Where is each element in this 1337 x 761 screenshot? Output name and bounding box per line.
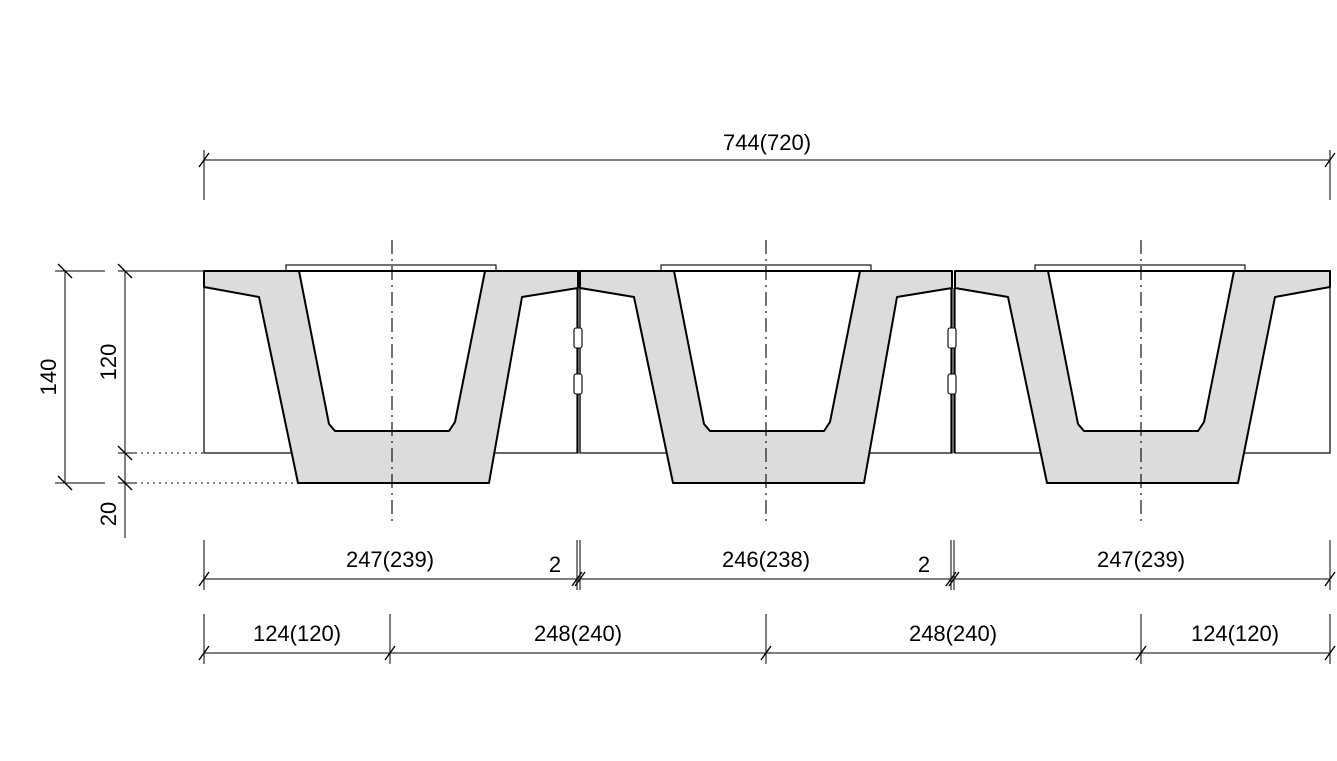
axis-spacing-label-1: 124(120) xyxy=(253,621,341,646)
axis-spacing-label-3: 248(240) xyxy=(909,621,997,646)
overall-width-dimension: 744(720) xyxy=(198,130,1336,200)
joint-1-shear-keys xyxy=(573,288,583,453)
height-upper-label: 120 xyxy=(96,344,121,381)
panel-outlines xyxy=(203,270,1331,454)
overall-width-label: 744(720) xyxy=(723,130,811,155)
panel-width-label-3: 247(239) xyxy=(1097,547,1185,572)
panel-width-label-1: 247(239) xyxy=(346,547,434,572)
trough-center-axes xyxy=(391,240,1142,522)
axis-spacing-label-4: 124(120) xyxy=(1191,621,1279,646)
axis-spacing-label-2: 248(240) xyxy=(534,621,622,646)
joint-gap-label-2: 2 xyxy=(918,552,930,577)
joint-2-shear-keys xyxy=(947,288,957,453)
panel-width-label-2: 246(238) xyxy=(722,547,810,572)
joint-gap-label-1: 2 xyxy=(549,552,561,577)
height-dimensions: 140 120 20 xyxy=(36,263,298,538)
panel-width-dimensions: 247(239) 246(238) 247(239) 2 2 xyxy=(198,540,1336,590)
height-total-label: 140 xyxy=(36,359,61,396)
height-lower-label: 20 xyxy=(96,502,121,526)
axis-spacing-dimensions: 124(120) 248(240) 248(240) 124(120) xyxy=(198,614,1336,664)
trough-section-3 xyxy=(954,264,1331,484)
trough-section-1 xyxy=(203,264,579,484)
